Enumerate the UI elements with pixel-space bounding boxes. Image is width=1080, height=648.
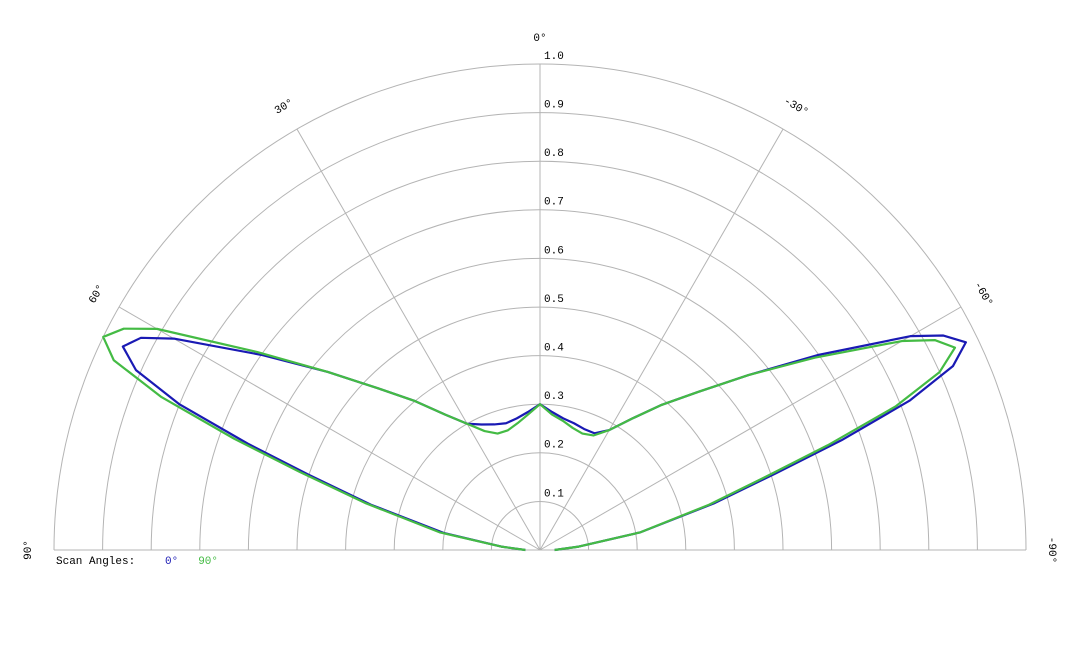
radial-tick-label: 0.2 <box>544 440 564 452</box>
angle-label: 0° <box>533 33 546 45</box>
radial-tick-label: 0.1 <box>544 488 564 500</box>
angle-label: 60° <box>87 283 107 306</box>
grid-spoke <box>296 128 541 551</box>
radial-tick-label: 0.6 <box>544 245 564 257</box>
legend-entry: 0° <box>165 556 178 568</box>
legend-title: Scan Angles: <box>56 556 135 568</box>
series-line <box>102 327 957 552</box>
grid-spoke <box>539 306 962 551</box>
legend-entry: 90° <box>198 556 218 568</box>
radial-tick-label: 0.3 <box>544 391 564 403</box>
radial-tick-label: 1.0 <box>544 51 564 63</box>
angle-label: 90° <box>23 540 35 560</box>
radial-tick-label: 0.9 <box>544 100 564 112</box>
angle-label: 30° <box>273 97 296 117</box>
radial-tick-label: 0.4 <box>544 343 564 355</box>
angle-label: -60° <box>971 280 995 309</box>
radial-tick-label: 0.7 <box>544 197 564 209</box>
grid-spoke <box>118 306 541 551</box>
angle-label: -30° <box>781 96 810 120</box>
radial-tick-label: 0.5 <box>544 294 564 306</box>
radial-tick-label: 0.8 <box>544 148 564 160</box>
grid-spoke <box>539 128 784 551</box>
angle-label: -90° <box>1045 537 1057 563</box>
